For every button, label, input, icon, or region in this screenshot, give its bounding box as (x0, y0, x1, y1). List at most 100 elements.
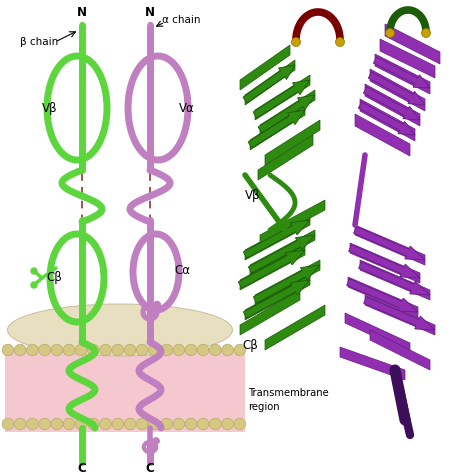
Polygon shape (345, 313, 410, 353)
Circle shape (51, 418, 63, 430)
Polygon shape (250, 105, 305, 150)
Circle shape (14, 418, 26, 430)
Polygon shape (364, 87, 420, 120)
Circle shape (137, 344, 148, 356)
Circle shape (292, 37, 301, 46)
Circle shape (75, 344, 87, 356)
Polygon shape (348, 245, 420, 278)
Circle shape (210, 344, 221, 356)
Polygon shape (255, 260, 320, 305)
Polygon shape (348, 277, 418, 317)
Text: N: N (145, 6, 155, 18)
Circle shape (63, 418, 75, 430)
Polygon shape (364, 297, 435, 330)
Bar (5, 348, 245, 432)
Polygon shape (360, 99, 415, 141)
Circle shape (234, 418, 246, 430)
Circle shape (75, 418, 87, 430)
Circle shape (421, 28, 430, 37)
Polygon shape (370, 69, 425, 111)
Polygon shape (365, 295, 435, 335)
Circle shape (154, 301, 161, 309)
Polygon shape (358, 102, 415, 135)
Text: Transmembrane
region: Transmembrane region (248, 388, 329, 411)
Circle shape (173, 344, 184, 356)
Circle shape (14, 344, 26, 356)
Circle shape (27, 418, 38, 430)
Polygon shape (258, 135, 313, 180)
Polygon shape (240, 290, 300, 335)
Circle shape (88, 344, 99, 356)
Ellipse shape (8, 304, 233, 356)
Circle shape (137, 418, 148, 430)
Circle shape (112, 418, 124, 430)
Polygon shape (365, 84, 420, 126)
Text: β chain: β chain (20, 37, 58, 47)
Polygon shape (245, 275, 310, 320)
Text: C: C (146, 462, 155, 474)
Text: α chain: α chain (162, 15, 201, 25)
Polygon shape (260, 90, 315, 135)
Polygon shape (245, 215, 310, 260)
Polygon shape (380, 39, 435, 78)
Polygon shape (255, 75, 310, 120)
Polygon shape (243, 65, 295, 103)
Polygon shape (360, 260, 430, 300)
Polygon shape (375, 54, 430, 94)
Circle shape (39, 344, 50, 356)
Polygon shape (260, 200, 325, 245)
Polygon shape (355, 114, 410, 156)
Text: Vβ: Vβ (245, 189, 261, 201)
Polygon shape (265, 305, 325, 350)
Polygon shape (253, 265, 320, 303)
Text: N: N (77, 6, 87, 18)
Text: C: C (78, 462, 86, 474)
Circle shape (210, 418, 221, 430)
Circle shape (124, 418, 136, 430)
Circle shape (161, 344, 173, 356)
Polygon shape (340, 347, 405, 380)
Circle shape (2, 344, 14, 356)
Circle shape (234, 344, 246, 356)
Circle shape (149, 418, 160, 430)
Polygon shape (243, 280, 310, 318)
Text: Cα: Cα (174, 264, 190, 276)
Text: Vα: Vα (179, 101, 195, 115)
Polygon shape (359, 262, 430, 295)
Circle shape (149, 344, 160, 356)
Polygon shape (253, 80, 310, 118)
Text: Vβ: Vβ (42, 101, 58, 115)
Circle shape (100, 418, 111, 430)
Polygon shape (346, 279, 418, 312)
Circle shape (2, 418, 14, 430)
Circle shape (112, 344, 124, 356)
Circle shape (222, 418, 233, 430)
Polygon shape (243, 220, 310, 258)
Circle shape (197, 344, 209, 356)
Circle shape (222, 344, 233, 356)
Polygon shape (250, 230, 315, 275)
Circle shape (385, 28, 394, 37)
Polygon shape (355, 225, 425, 265)
Circle shape (27, 344, 38, 356)
Circle shape (185, 344, 197, 356)
Circle shape (31, 268, 37, 274)
Polygon shape (350, 243, 420, 283)
Circle shape (161, 418, 173, 430)
Circle shape (31, 282, 37, 288)
Circle shape (100, 344, 111, 356)
Polygon shape (265, 120, 320, 165)
Polygon shape (248, 235, 315, 273)
Polygon shape (245, 60, 295, 105)
Circle shape (336, 37, 345, 46)
Circle shape (197, 418, 209, 430)
Circle shape (153, 438, 159, 444)
Circle shape (63, 344, 75, 356)
Polygon shape (240, 45, 290, 90)
Circle shape (185, 418, 197, 430)
Polygon shape (354, 227, 425, 260)
Text: Cβ: Cβ (46, 272, 62, 284)
Circle shape (173, 418, 184, 430)
Polygon shape (238, 250, 305, 288)
Polygon shape (385, 24, 440, 64)
